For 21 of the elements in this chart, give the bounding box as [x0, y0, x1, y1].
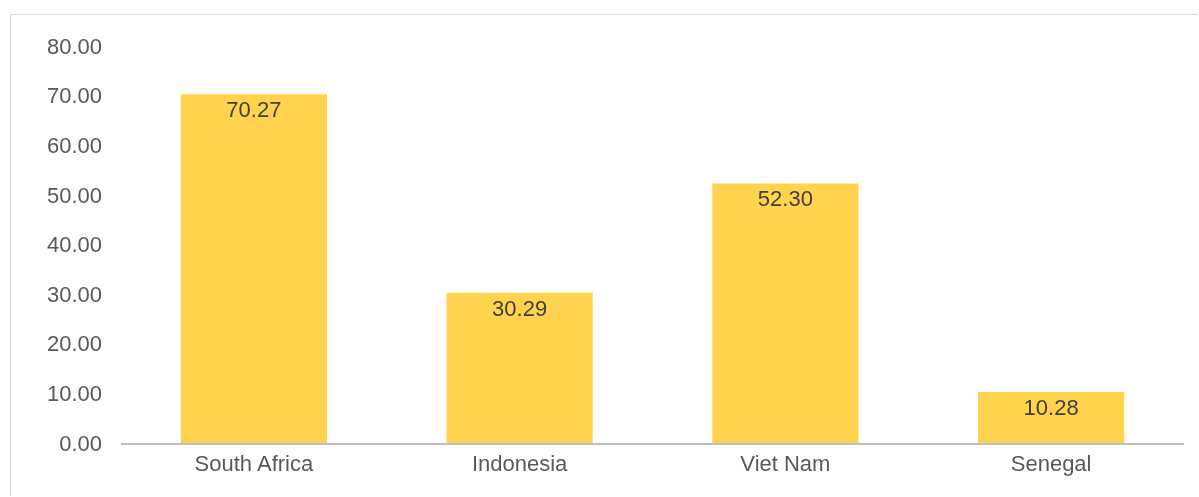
bar [712, 183, 859, 443]
y-tick-label: 0.00 [59, 430, 102, 456]
bar [180, 94, 327, 443]
data-label: 70.27 [226, 97, 282, 123]
x-tick-label: Senegal [1010, 451, 1092, 477]
y-tick-label: 70.00 [46, 83, 102, 109]
y-tick-label: 10.00 [46, 381, 102, 407]
data-label: 10.28 [1023, 394, 1079, 420]
y-tick-label: 20.00 [46, 331, 102, 357]
data-label: 52.30 [757, 186, 813, 212]
y-tick-label: 40.00 [46, 232, 102, 258]
bar [446, 292, 593, 443]
data-label: 30.29 [492, 295, 548, 321]
bar [978, 391, 1125, 443]
y-tick-label: 60.00 [46, 132, 102, 158]
y-tick-label: 30.00 [46, 281, 102, 307]
x-tick-label: South Africa [194, 451, 314, 477]
x-tick-label: Indonesia [471, 451, 569, 477]
y-tick-label: 80.00 [46, 33, 102, 59]
y-tick-label: 50.00 [46, 182, 102, 208]
x-tick-label: Viet Nam [740, 451, 831, 477]
